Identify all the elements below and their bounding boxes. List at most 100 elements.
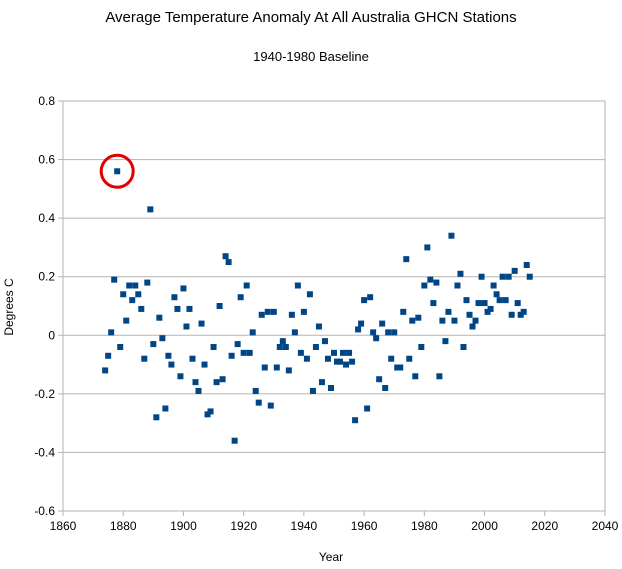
data-point	[216, 303, 223, 309]
data-point	[424, 244, 431, 251]
data-point	[499, 273, 506, 280]
data-point	[174, 305, 181, 312]
y-tick-label: 0.2	[38, 270, 55, 284]
data-point	[243, 282, 250, 289]
data-point	[334, 358, 341, 365]
y-tick-label: 0.8	[38, 94, 55, 108]
data-point	[249, 329, 256, 336]
data-point	[180, 285, 187, 292]
data-point	[436, 373, 443, 380]
data-point	[177, 373, 184, 380]
data-point	[264, 308, 271, 315]
data-point	[144, 279, 151, 286]
data-point	[171, 294, 178, 301]
data-point	[129, 297, 136, 304]
data-point	[258, 311, 265, 318]
data-point	[165, 352, 172, 359]
x-tick-label: 1900	[170, 519, 197, 533]
data-point	[439, 317, 446, 324]
data-point	[318, 379, 325, 386]
data-point	[195, 387, 202, 394]
x-tick-label: 2000	[471, 519, 498, 533]
data-point	[523, 262, 530, 268]
data-point	[358, 320, 365, 327]
data-point	[222, 253, 229, 260]
data-point	[126, 282, 133, 289]
data-point	[135, 291, 142, 298]
data-point	[237, 294, 244, 301]
y-tick-label: -0.6	[34, 504, 55, 518]
data-point	[297, 349, 304, 356]
data-point	[445, 308, 452, 315]
data-point	[183, 323, 190, 330]
data-point	[213, 379, 220, 386]
data-point	[252, 387, 259, 394]
data-point	[460, 344, 467, 350]
data-point	[201, 361, 208, 368]
x-tick-label: 1940	[291, 519, 318, 533]
x-tick-label: 2020	[531, 519, 558, 533]
data-point	[376, 376, 383, 383]
data-point	[421, 282, 428, 289]
data-point	[309, 387, 316, 394]
data-point	[315, 323, 322, 330]
data-point	[415, 314, 422, 321]
data-point	[418, 344, 425, 350]
data-point	[343, 361, 350, 368]
highlight-circle	[99, 153, 135, 189]
data-point	[412, 373, 419, 380]
data-point	[475, 300, 482, 307]
data-point	[114, 168, 121, 175]
data-point	[379, 320, 386, 327]
data-point	[526, 273, 533, 280]
data-point	[367, 294, 374, 301]
data-point	[261, 364, 268, 371]
data-point	[186, 305, 193, 312]
data-point	[370, 329, 377, 336]
axes	[58, 100, 606, 516]
data-point	[282, 344, 289, 350]
data-point	[457, 270, 464, 277]
x-axis-title: Year	[319, 550, 343, 564]
data-point	[162, 405, 169, 412]
data-point	[397, 364, 404, 371]
y-tick-label: -0.2	[34, 387, 55, 401]
data-point	[400, 308, 407, 315]
data-point	[219, 376, 226, 383]
x-tick-label: 1880	[110, 519, 137, 533]
data-point	[111, 276, 118, 283]
data-point	[108, 329, 115, 336]
data-point	[117, 344, 124, 350]
data-point	[327, 385, 334, 391]
data-point	[234, 341, 241, 348]
data-point	[406, 355, 413, 362]
data-point	[300, 308, 307, 315]
data-point	[469, 323, 476, 330]
data-point	[355, 326, 362, 333]
data-point	[493, 291, 500, 298]
data-point	[340, 349, 347, 356]
data-point	[168, 361, 175, 368]
x-tick-label: 1980	[411, 519, 438, 533]
data-point	[511, 267, 518, 274]
data-point	[385, 329, 392, 336]
highlight-layer	[99, 153, 135, 189]
data-point	[481, 300, 488, 307]
data-point	[159, 335, 166, 342]
data-point	[156, 314, 163, 321]
data-point	[246, 349, 253, 356]
data-point	[391, 329, 398, 336]
data-point	[463, 297, 470, 304]
data-point	[132, 282, 139, 289]
data-point	[294, 282, 301, 289]
tick-labels: -0.6 -0.4 -0.2 0 0.2 0.4 0.6 0.8 1860 1880 1900 192…	[34, 94, 618, 533]
data-point	[147, 206, 154, 213]
x-tick-label: 1860	[50, 519, 77, 533]
data-point	[373, 335, 380, 342]
data-point	[225, 259, 232, 266]
y-tick-label: 0.4	[38, 211, 55, 225]
data-point	[189, 355, 196, 362]
data-point	[346, 349, 353, 356]
chart-subtitle: 1940-1980 Baseline	[253, 49, 369, 64]
data-point	[331, 349, 337, 356]
